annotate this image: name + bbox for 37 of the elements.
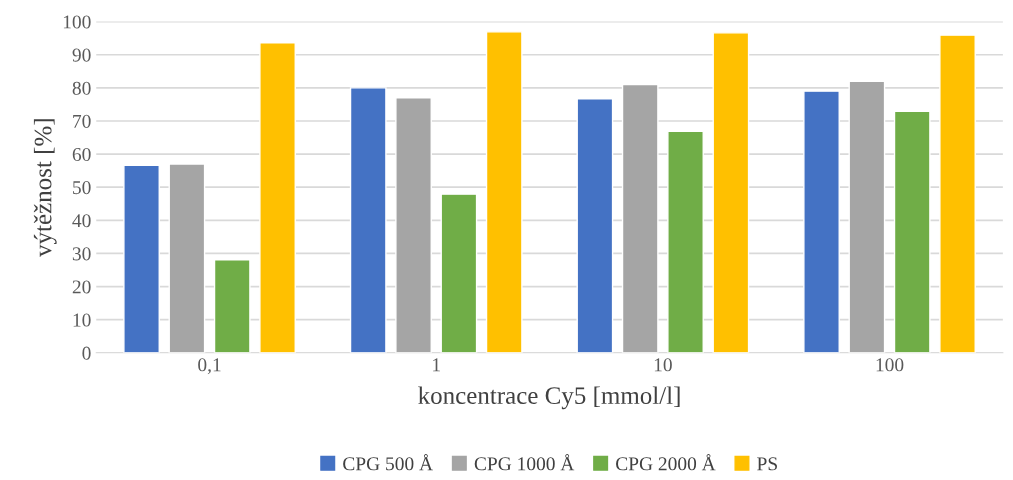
y-tick-label: 90 bbox=[72, 48, 91, 62]
bar bbox=[939, 34, 976, 353]
legend-label: CPG 2000 Å bbox=[616, 454, 716, 471]
legend-label: PS bbox=[757, 457, 777, 471]
x-tick-label: 1 bbox=[433, 358, 440, 372]
bar bbox=[576, 98, 614, 353]
bar bbox=[440, 193, 478, 353]
y-tick-label: 30 bbox=[72, 247, 91, 261]
y-tick-label: 60 bbox=[72, 147, 91, 162]
y-tick-label: 100 bbox=[63, 15, 91, 29]
y-tick-label: 70 bbox=[73, 114, 91, 128]
y-tick-label: 0 bbox=[82, 346, 91, 360]
bar bbox=[893, 110, 931, 353]
bar bbox=[259, 42, 296, 353]
bar bbox=[667, 130, 704, 353]
bar bbox=[168, 163, 206, 353]
x-tick-label: 100 bbox=[876, 358, 904, 372]
y-tick-label: 40 bbox=[72, 214, 91, 228]
x-tick-label: 10 bbox=[654, 358, 672, 372]
bar bbox=[803, 90, 840, 353]
x-tick-label: 0,1 bbox=[198, 358, 221, 375]
bar bbox=[621, 83, 659, 353]
x-axis-title: koncentrace Cy5 [mmol/l] bbox=[418, 386, 680, 410]
bar bbox=[349, 87, 387, 353]
bar bbox=[712, 32, 750, 353]
y-tick-label: 20 bbox=[72, 280, 91, 294]
legend-label: CPG 1000 Å bbox=[474, 454, 575, 471]
bar bbox=[395, 97, 432, 353]
bar bbox=[123, 164, 160, 353]
legend-label: CPG 500 Å bbox=[343, 454, 433, 471]
bar bbox=[213, 259, 251, 353]
y-tick-label: 80 bbox=[72, 81, 91, 95]
y-tick-label: 10 bbox=[73, 313, 91, 327]
bar bbox=[485, 31, 523, 353]
bar bbox=[848, 80, 886, 353]
y-axis-title: výtěžnost [%] bbox=[33, 119, 57, 257]
y-tick-label: 50 bbox=[73, 181, 91, 195]
